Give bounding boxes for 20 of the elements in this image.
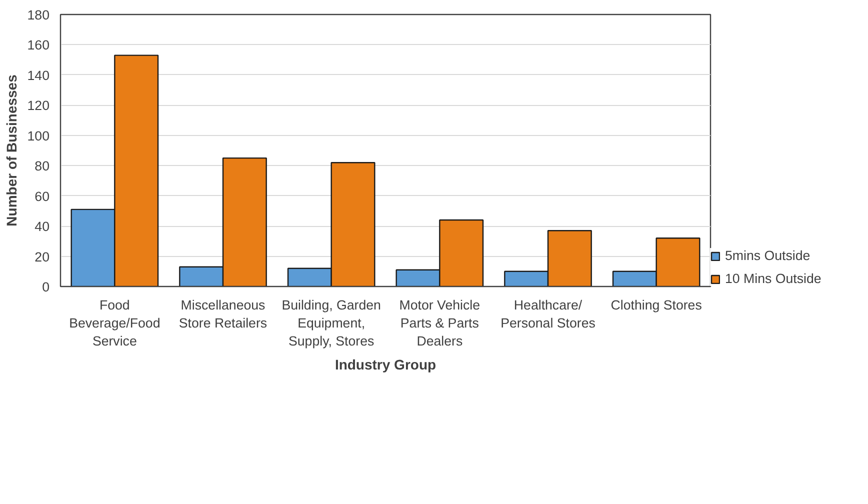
- y-tick-label: 0: [42, 280, 50, 294]
- y-tick-label: 180: [27, 8, 50, 22]
- x-tick-label: Healthcare/ Personal Stores: [500, 298, 596, 330]
- y-tick-label: 80: [34, 158, 50, 174]
- x-tick-label: Food Beverage/Food Service: [69, 298, 160, 348]
- y-tick-label: 40: [34, 219, 50, 234]
- y-tick-label: 100: [27, 128, 50, 144]
- legend-label: 10 Mins Outside: [725, 271, 822, 286]
- y-tick-label: 20: [34, 249, 50, 264]
- y-tick-label: 140: [27, 68, 50, 83]
- x-tick-label: Miscellaneous Store Retailers: [178, 298, 268, 330]
- x-axis-title: Industry Group: [334, 356, 436, 372]
- x-tick-label: Clothing Stores: [610, 298, 702, 312]
- legend-label: 5mins Outside: [725, 248, 810, 263]
- y-axis-title: Number of Businesses: [3, 74, 20, 226]
- x-tick-label: Motor Vehicle Parts & Parts Dealers: [399, 298, 480, 348]
- y-tick-label: 120: [27, 98, 50, 114]
- y-tick-label: 60: [34, 188, 50, 204]
- y-tick-label: 160: [27, 38, 50, 53]
- x-tick-label: Building, Garden Equipment, Supply, Stores: [282, 298, 381, 348]
